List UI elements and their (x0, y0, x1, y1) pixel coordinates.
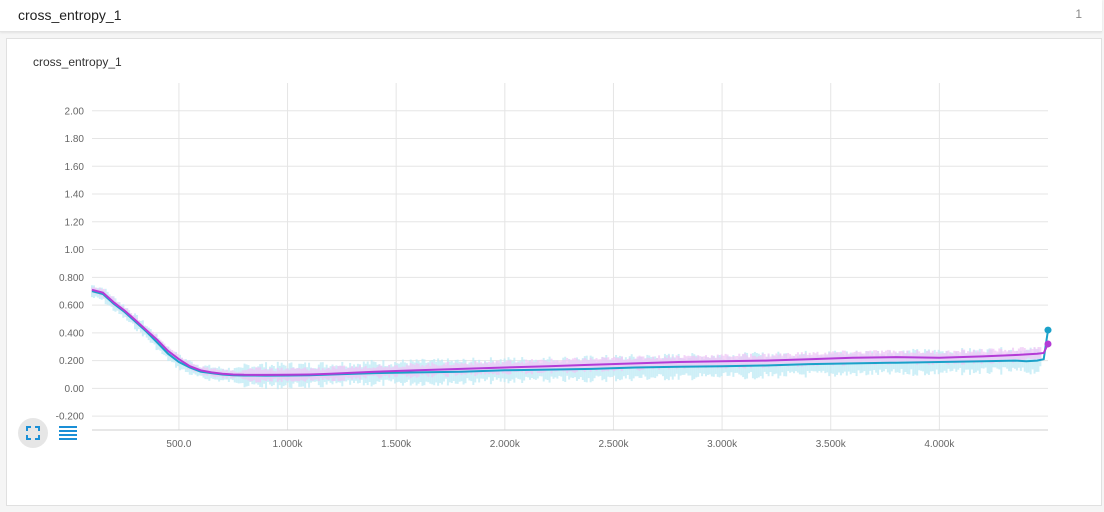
header-count: 1 (1075, 7, 1082, 21)
series-line-2 (91, 288, 1049, 376)
y-tick-label: 1.20 (65, 217, 85, 228)
x-tick-label: 3.000k (707, 439, 738, 450)
chart-card: cross_entropy_1 (6, 38, 1102, 506)
series-end-point-1 (1044, 326, 1052, 334)
x-tick-label: 500.0 (166, 439, 191, 450)
y-tick-label: 0.200 (59, 356, 84, 367)
x-tick-label: 4.000k (924, 439, 955, 450)
y-tick-label: 1.40 (65, 190, 85, 201)
fullscreen-icon (26, 426, 40, 440)
x-tick-label: 2.000k (490, 439, 521, 450)
y-tick-label: 0.00 (65, 384, 85, 395)
y-tick-label: -0.200 (56, 412, 85, 423)
y-tick-label: 1.60 (65, 162, 85, 173)
fullscreen-button[interactable] (18, 418, 48, 448)
list-icon (59, 426, 77, 440)
y-tick-label: 1.80 (65, 134, 85, 145)
y-tick-label: 2.00 (65, 106, 85, 117)
series-line-1 (91, 290, 1049, 377)
run-header[interactable]: cross_entropy_1 1 (0, 0, 1102, 32)
data-table-button[interactable] (53, 418, 83, 448)
x-tick-label: 2.500k (598, 439, 629, 450)
chart-title: cross_entropy_1 (33, 55, 122, 69)
y-tick-label: 1.00 (65, 245, 85, 256)
y-tick-label: 0.600 (59, 301, 84, 312)
y-tick-label: 0.800 (59, 273, 84, 284)
series-end-point-2 (1044, 340, 1052, 348)
y-tick-label: 0.400 (59, 328, 84, 339)
header-title: cross_entropy_1 (18, 7, 122, 23)
x-tick-label: 1.500k (381, 439, 412, 450)
x-tick-label: 1.000k (273, 439, 304, 450)
x-tick-label: 3.500k (816, 439, 847, 450)
